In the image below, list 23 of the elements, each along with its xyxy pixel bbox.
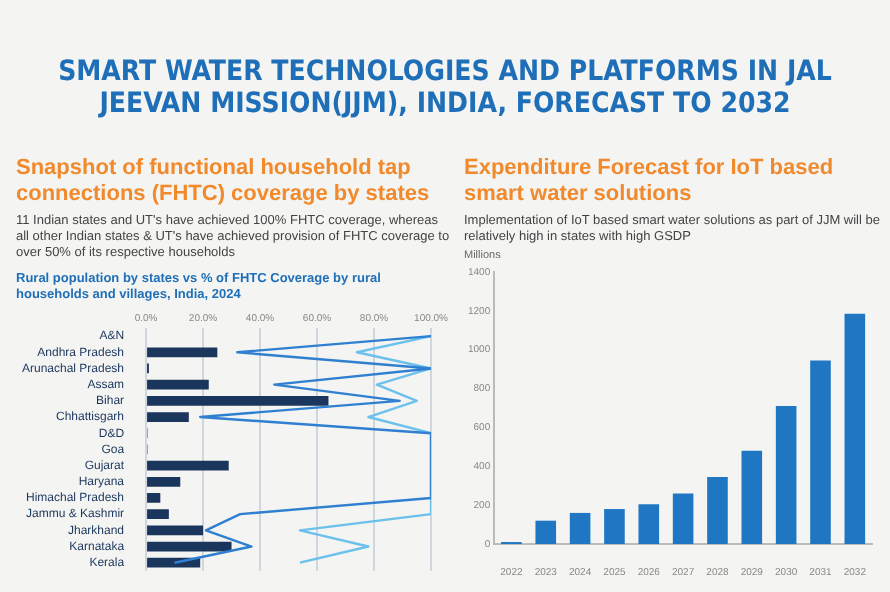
bar	[707, 476, 728, 544]
bar	[147, 525, 204, 536]
bar	[535, 520, 557, 544]
bar	[147, 379, 209, 390]
bar	[147, 347, 218, 358]
bar	[604, 509, 625, 544]
bar	[147, 412, 189, 422]
bar	[672, 493, 694, 544]
text: SMART WATER TECHNOLOGIES AND PLATFORMS IN JAL JEEVAN MISSION(JJM), INDIA, FORECAST TO 2032	[56, 56, 834, 120]
bar	[147, 509, 169, 519]
bar	[569, 512, 591, 544]
bar	[844, 313, 866, 544]
bar	[775, 406, 797, 544]
bar	[741, 450, 763, 544]
bar	[147, 460, 229, 471]
bar	[147, 395, 329, 406]
bar	[147, 476, 181, 487]
bar	[638, 504, 660, 544]
chart-title: Expenditure Forecast for IoT based smart water solutions	[464, 156, 836, 206]
chart-title: Snapshot of functional household tap connections (FHTC) coverage by states	[16, 156, 432, 206]
bar	[147, 493, 161, 503]
bar	[810, 360, 831, 544]
bar	[147, 541, 232, 552]
